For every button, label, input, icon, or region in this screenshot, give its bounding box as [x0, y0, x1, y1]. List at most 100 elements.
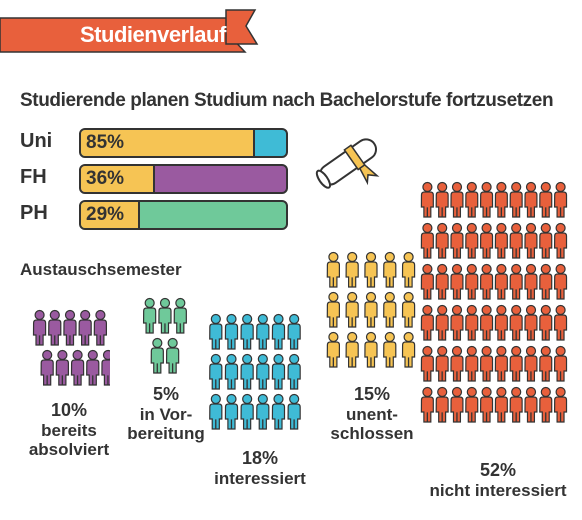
person-icon: [420, 263, 434, 300]
person-icon: [524, 181, 538, 218]
bar-fill: [81, 202, 141, 228]
person-icon: [383, 291, 397, 328]
stat-vorbereitung: 5% in Vor- bereitung: [116, 384, 216, 444]
person-icon: [450, 386, 464, 423]
person-icon: [509, 304, 523, 341]
bar-fill: [81, 166, 155, 192]
stat-percent: 15%: [353, 384, 391, 404]
person-icon: [494, 386, 508, 423]
person-icon: [435, 304, 449, 341]
people-cluster-vorbereitung: [142, 297, 187, 374]
bar-row-uni: Uni 85%: [20, 128, 290, 158]
person-icon: [539, 345, 553, 382]
person-icon: [32, 309, 47, 346]
person-icon: [240, 353, 254, 390]
person-icon: [224, 353, 239, 390]
person-icon: [48, 309, 62, 346]
stat-unentschlossen: 15% unent- schlossen: [316, 384, 428, 444]
person-icon: [345, 251, 359, 288]
person-icon: [479, 386, 494, 423]
person-icon: [435, 386, 449, 423]
person-icon: [553, 222, 568, 259]
person-icon: [256, 353, 270, 390]
bar-value-label: 85%: [86, 132, 125, 153]
person-icon: [450, 345, 464, 382]
person-icon: [524, 263, 538, 300]
person-icon: [479, 304, 494, 341]
person-icon: [539, 181, 553, 218]
bar-fill: [81, 130, 256, 156]
person-icon: [553, 181, 568, 218]
diploma-icon: [315, 138, 380, 189]
person-icon: [209, 353, 223, 390]
bar-value-label: 36%: [86, 168, 125, 189]
person-icon: [173, 297, 187, 334]
person-icon: [450, 181, 464, 218]
person-icon: [479, 345, 494, 382]
bar-value-label: 29%: [86, 204, 125, 225]
bar-row-fh: FH 36%: [20, 164, 290, 194]
stat-label: bereits absolviert: [28, 420, 110, 460]
stat-label: unent- schlossen: [330, 404, 414, 444]
person-icon: [55, 349, 69, 386]
person-icon: [150, 337, 164, 374]
person-icon: [287, 313, 301, 350]
stat-nicht-interessiert: 52% nicht interessiert: [418, 460, 578, 500]
person-icon: [271, 313, 286, 350]
stat-percent: 18%: [241, 448, 279, 468]
person-icon: [465, 386, 479, 423]
person-icon: [509, 345, 523, 382]
bar-label: PH: [20, 202, 48, 224]
person-icon: [383, 331, 397, 368]
person-icon: [420, 345, 434, 382]
bar-track: 29%: [79, 200, 288, 230]
person-icon: [271, 393, 286, 430]
stat-percent: 52%: [479, 460, 517, 480]
person-icon: [142, 297, 157, 334]
people-cluster-unentschlossen: [326, 251, 416, 368]
person-icon: [539, 222, 553, 259]
person-icon: [224, 393, 239, 430]
person-icon: [509, 386, 523, 423]
stat-percent: 5%: [152, 384, 179, 404]
person-icon: [435, 222, 449, 259]
person-icon: [256, 393, 270, 430]
person-icon: [240, 313, 254, 350]
person-icon: [524, 222, 538, 259]
person-icon: [326, 291, 340, 328]
person-icon: [401, 291, 416, 328]
page-title: Studienverlauf: [80, 22, 226, 47]
person-icon: [553, 304, 568, 341]
person-icon: [345, 291, 359, 328]
person-icon: [420, 222, 434, 259]
person-icon: [494, 181, 508, 218]
person-icon: [465, 263, 479, 300]
person-icon: [256, 313, 270, 350]
person-icon: [364, 291, 378, 328]
person-icon: [539, 386, 553, 423]
person-icon: [364, 251, 378, 288]
person-icon: [40, 349, 54, 386]
stat-label: interessiert: [214, 468, 306, 488]
person-icon: [479, 181, 494, 218]
person-icon: [435, 263, 449, 300]
person-icon: [509, 222, 523, 259]
person-icon: [524, 345, 538, 382]
person-icon: [93, 309, 107, 346]
bar-row-ph: PH 29%: [20, 200, 290, 230]
bar-track: 85%: [79, 128, 288, 158]
person-icon: [271, 353, 286, 390]
stat-absolviert: 10% bereits absolviert: [22, 400, 116, 460]
stat-interessiert: 18% interessiert: [200, 448, 320, 488]
person-icon: [465, 304, 479, 341]
person-icon: [240, 393, 254, 430]
people-cluster-nicht-interessiert: [420, 181, 568, 423]
person-icon: [224, 313, 239, 350]
person-icon: [435, 181, 449, 218]
person-icon: [63, 309, 77, 346]
person-icon: [209, 313, 223, 350]
bar-track: 36%: [79, 164, 288, 194]
person-icon: [553, 263, 568, 300]
people-cluster-interessiert: [209, 313, 301, 430]
person-icon: [364, 331, 378, 368]
